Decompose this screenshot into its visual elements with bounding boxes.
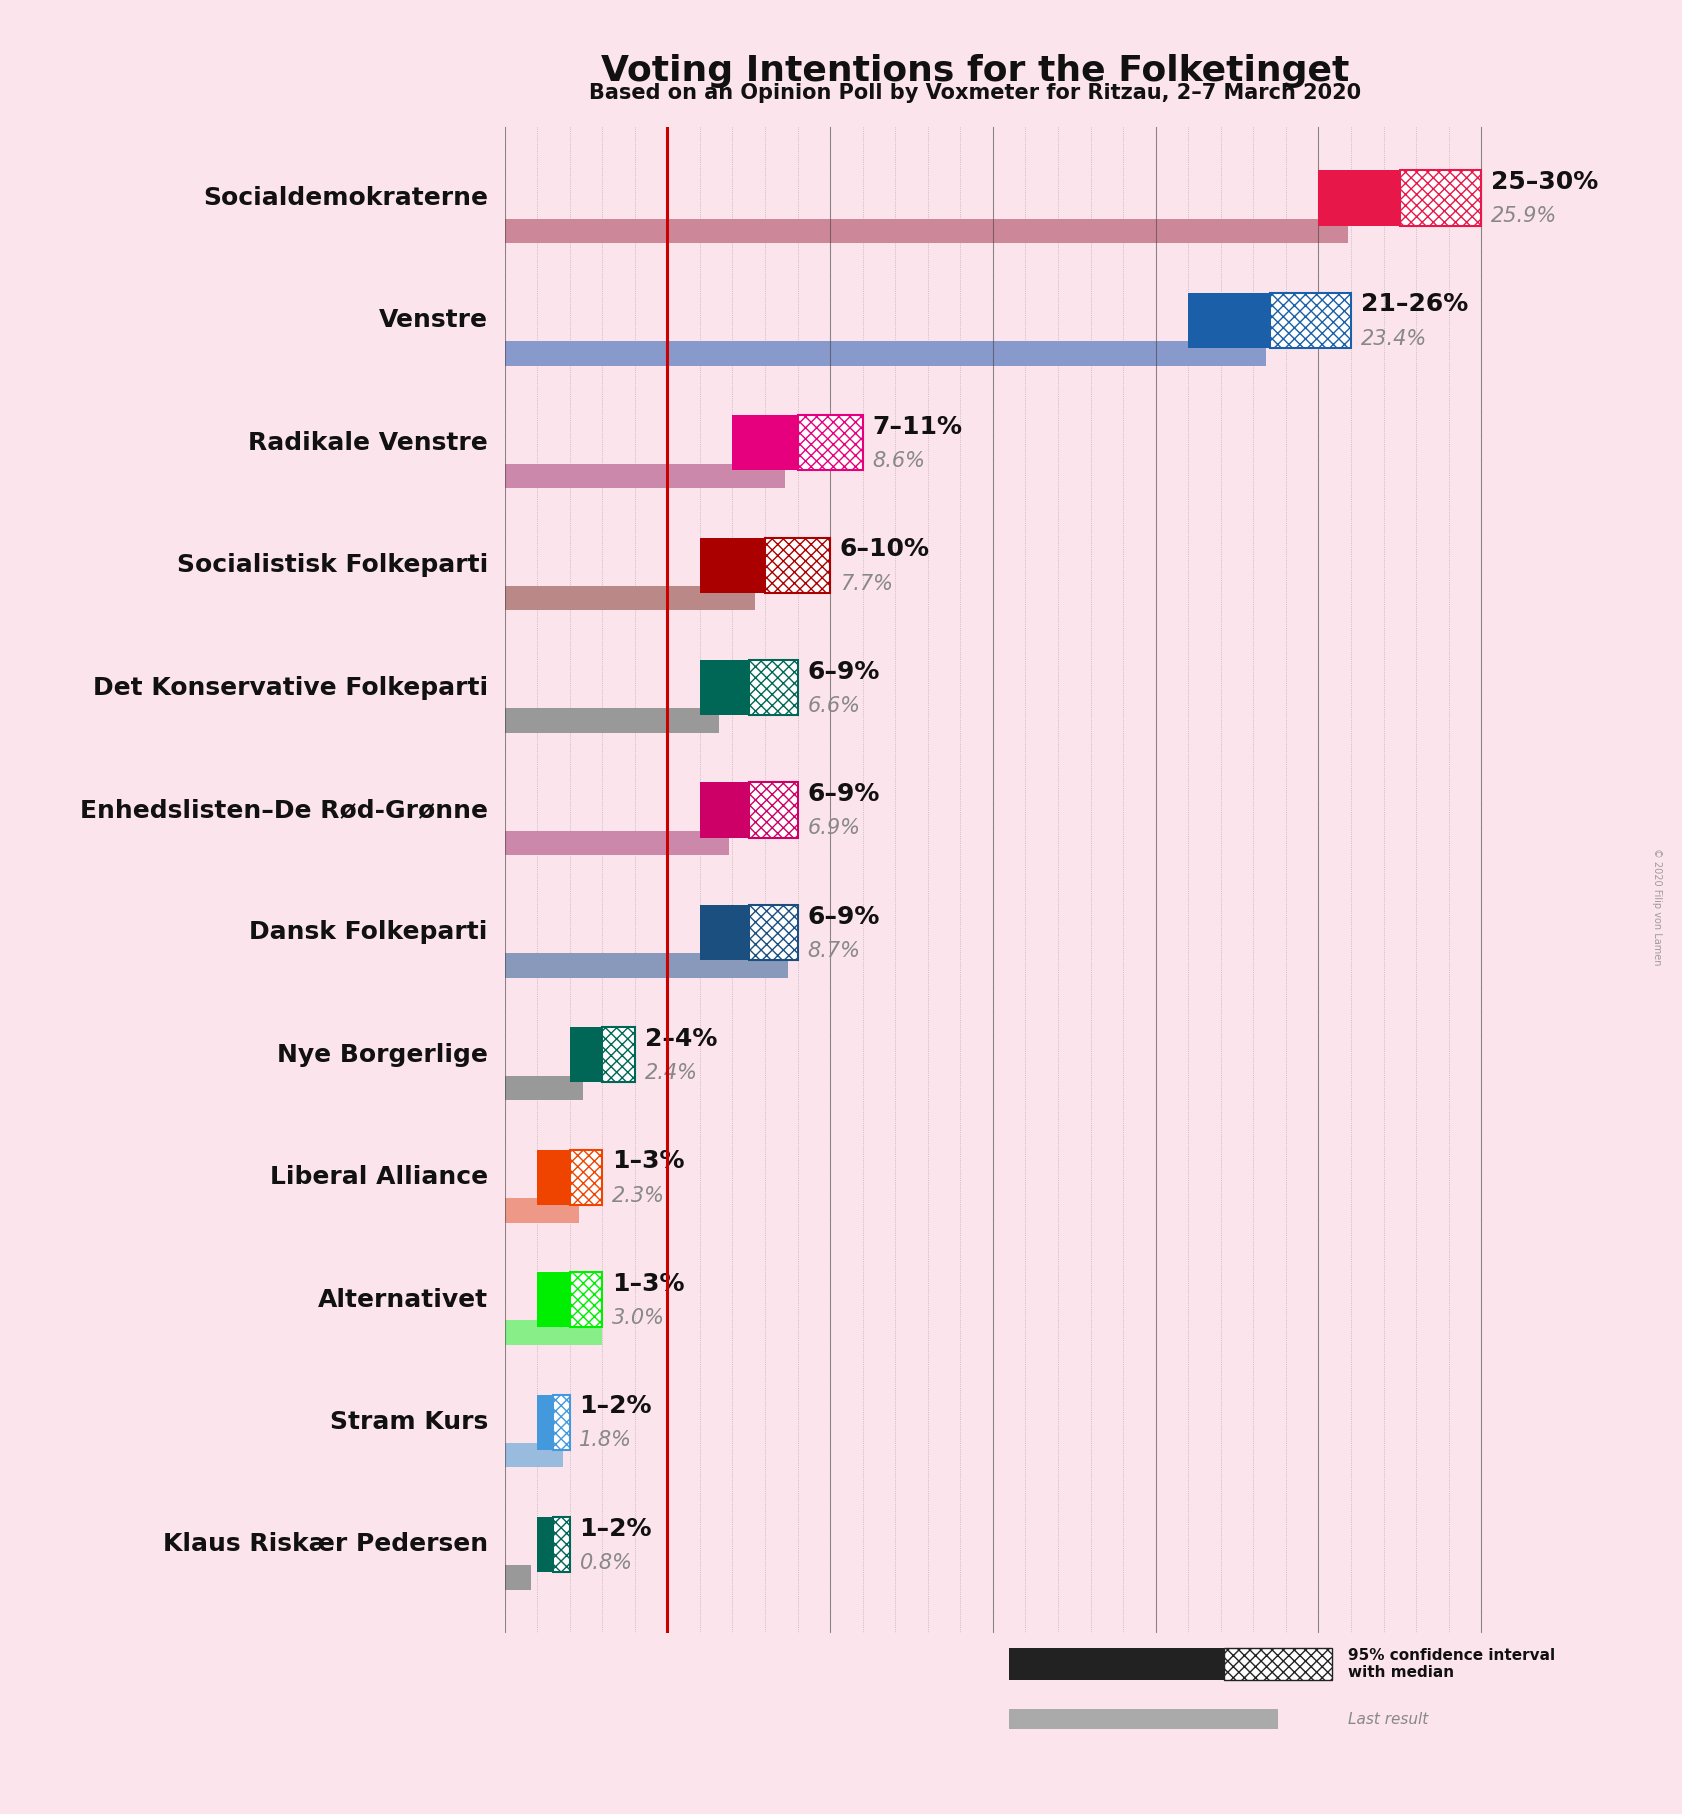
- Bar: [748, 905, 797, 960]
- Text: 3.0%: 3.0%: [612, 1308, 664, 1328]
- Bar: [797, 415, 863, 470]
- Bar: [732, 415, 797, 470]
- Text: Dansk Folkeparti: Dansk Folkeparti: [249, 920, 488, 945]
- Text: Liberal Alliance: Liberal Alliance: [269, 1165, 488, 1190]
- Bar: [602, 1027, 634, 1083]
- Bar: [505, 464, 784, 488]
- Bar: [505, 1076, 582, 1099]
- Bar: [553, 1517, 570, 1573]
- Text: Det Konservative Folkeparti: Det Konservative Folkeparti: [93, 675, 488, 700]
- Bar: [537, 1272, 570, 1328]
- Bar: [1270, 292, 1351, 348]
- Text: Socialistisk Folkeparti: Socialistisk Folkeparti: [177, 553, 488, 577]
- Bar: [700, 905, 748, 960]
- Text: Voting Intentions for the Folketinget: Voting Intentions for the Folketinget: [602, 54, 1349, 89]
- Bar: [602, 1027, 634, 1083]
- Bar: [553, 1395, 570, 1449]
- Text: 8.7%: 8.7%: [807, 941, 861, 961]
- Bar: [505, 831, 730, 856]
- Text: Enhedslisten–De Rød-Grønne: Enhedslisten–De Rød-Grønne: [79, 798, 488, 822]
- Bar: [505, 709, 720, 733]
- Text: 6–9%: 6–9%: [807, 660, 880, 684]
- Bar: [553, 1395, 570, 1449]
- Bar: [700, 660, 748, 715]
- Bar: [765, 537, 831, 593]
- Text: 25–30%: 25–30%: [1490, 171, 1598, 194]
- Text: 95% confidence interval
with median: 95% confidence interval with median: [1349, 1647, 1556, 1680]
- Bar: [505, 1197, 580, 1223]
- Bar: [1399, 171, 1482, 225]
- Text: 1–3%: 1–3%: [612, 1150, 685, 1174]
- Bar: [1399, 171, 1482, 225]
- Text: Alternativet: Alternativet: [318, 1288, 488, 1312]
- Bar: [748, 660, 797, 715]
- Text: 0.8%: 0.8%: [580, 1553, 632, 1573]
- Bar: [1270, 292, 1351, 348]
- Text: 1–3%: 1–3%: [612, 1272, 685, 1295]
- Text: 2.3%: 2.3%: [612, 1186, 664, 1206]
- Text: 1–2%: 1–2%: [580, 1395, 653, 1419]
- Bar: [505, 1321, 602, 1344]
- Text: 8.6%: 8.6%: [873, 452, 925, 472]
- Bar: [505, 952, 787, 978]
- Bar: [553, 1517, 570, 1573]
- Bar: [505, 219, 1347, 243]
- Text: Radikale Venstre: Radikale Venstre: [247, 430, 488, 455]
- Text: Socialdemokraterne: Socialdemokraterne: [204, 187, 488, 210]
- Text: 6.9%: 6.9%: [807, 818, 861, 838]
- Bar: [537, 1395, 553, 1449]
- Bar: [1187, 292, 1270, 348]
- Bar: [748, 782, 797, 838]
- Text: 7.7%: 7.7%: [839, 573, 893, 593]
- Bar: [505, 341, 1267, 366]
- Bar: [797, 415, 863, 470]
- Text: 25.9%: 25.9%: [1490, 207, 1558, 227]
- Text: 1–2%: 1–2%: [580, 1517, 653, 1540]
- Bar: [505, 1565, 530, 1589]
- Text: 7–11%: 7–11%: [873, 415, 962, 439]
- Text: Venstre: Venstre: [378, 308, 488, 332]
- Bar: [570, 1027, 602, 1083]
- Text: Stram Kurs: Stram Kurs: [330, 1409, 488, 1435]
- Text: © 2020 Filip von Lamen: © 2020 Filip von Lamen: [1652, 849, 1662, 965]
- Bar: [748, 905, 797, 960]
- Bar: [570, 1272, 602, 1328]
- Bar: [1224, 1649, 1332, 1680]
- Bar: [537, 1517, 553, 1573]
- Text: 6–10%: 6–10%: [839, 537, 930, 561]
- Text: Nye Borgerlige: Nye Borgerlige: [278, 1043, 488, 1067]
- Bar: [765, 537, 831, 593]
- Text: Last result: Last result: [1349, 1712, 1428, 1727]
- Bar: [505, 1442, 563, 1468]
- Bar: [748, 782, 797, 838]
- Text: 6–9%: 6–9%: [807, 905, 880, 929]
- Bar: [748, 660, 797, 715]
- Bar: [1009, 1649, 1224, 1680]
- Text: 2–4%: 2–4%: [644, 1027, 717, 1050]
- Bar: [570, 1150, 602, 1204]
- Bar: [700, 537, 765, 593]
- Text: 21–26%: 21–26%: [1361, 292, 1468, 316]
- Bar: [1009, 1709, 1278, 1729]
- Text: 23.4%: 23.4%: [1361, 328, 1426, 348]
- Bar: [570, 1150, 602, 1204]
- Text: 2.4%: 2.4%: [644, 1063, 698, 1083]
- Text: 6–9%: 6–9%: [807, 782, 880, 805]
- Text: Based on an Opinion Poll by Voxmeter for Ritzau, 2–7 March 2020: Based on an Opinion Poll by Voxmeter for…: [589, 83, 1362, 103]
- Bar: [570, 1272, 602, 1328]
- Bar: [1319, 171, 1399, 225]
- Text: 6.6%: 6.6%: [807, 697, 861, 717]
- Bar: [505, 586, 755, 611]
- Bar: [700, 782, 748, 838]
- Text: Klaus Riskær Pedersen: Klaus Riskær Pedersen: [163, 1533, 488, 1556]
- Bar: [537, 1150, 570, 1204]
- Text: 1.8%: 1.8%: [580, 1431, 632, 1451]
